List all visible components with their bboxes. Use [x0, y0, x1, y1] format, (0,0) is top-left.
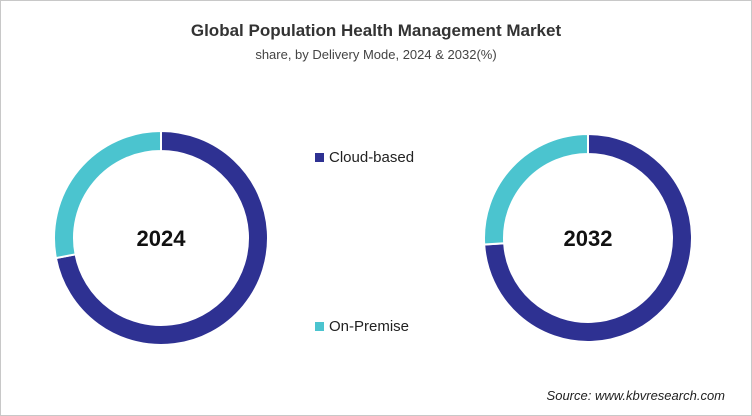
legend-swatch-on-premise [315, 322, 324, 331]
donut-slice-2024-on-premise [53, 129, 162, 260]
donut-center-label: 2024 [137, 226, 187, 251]
donut-slice-2024-cloud-based [54, 129, 269, 346]
donut-slice-2032-on-premise [483, 132, 589, 246]
donut-center-label: 2032 [564, 226, 613, 251]
legend-cloud-based: Cloud-based [315, 149, 414, 166]
chart-title: Global Population Health Management Mark… [190, 21, 562, 40]
legend-swatch-cloud-based [315, 153, 324, 162]
legend-on-premise: On-Premise [315, 318, 409, 335]
chart-subtitle: share, by Delivery Mode, 2024 & 2032(%) [255, 47, 497, 62]
legend-label: Cloud-based [329, 149, 415, 166]
source-note: Source: www.kbvresearch.com [546, 388, 725, 403]
legend-label: On-Premise [329, 318, 410, 335]
donut-slice-2032-cloud-based [483, 132, 693, 343]
